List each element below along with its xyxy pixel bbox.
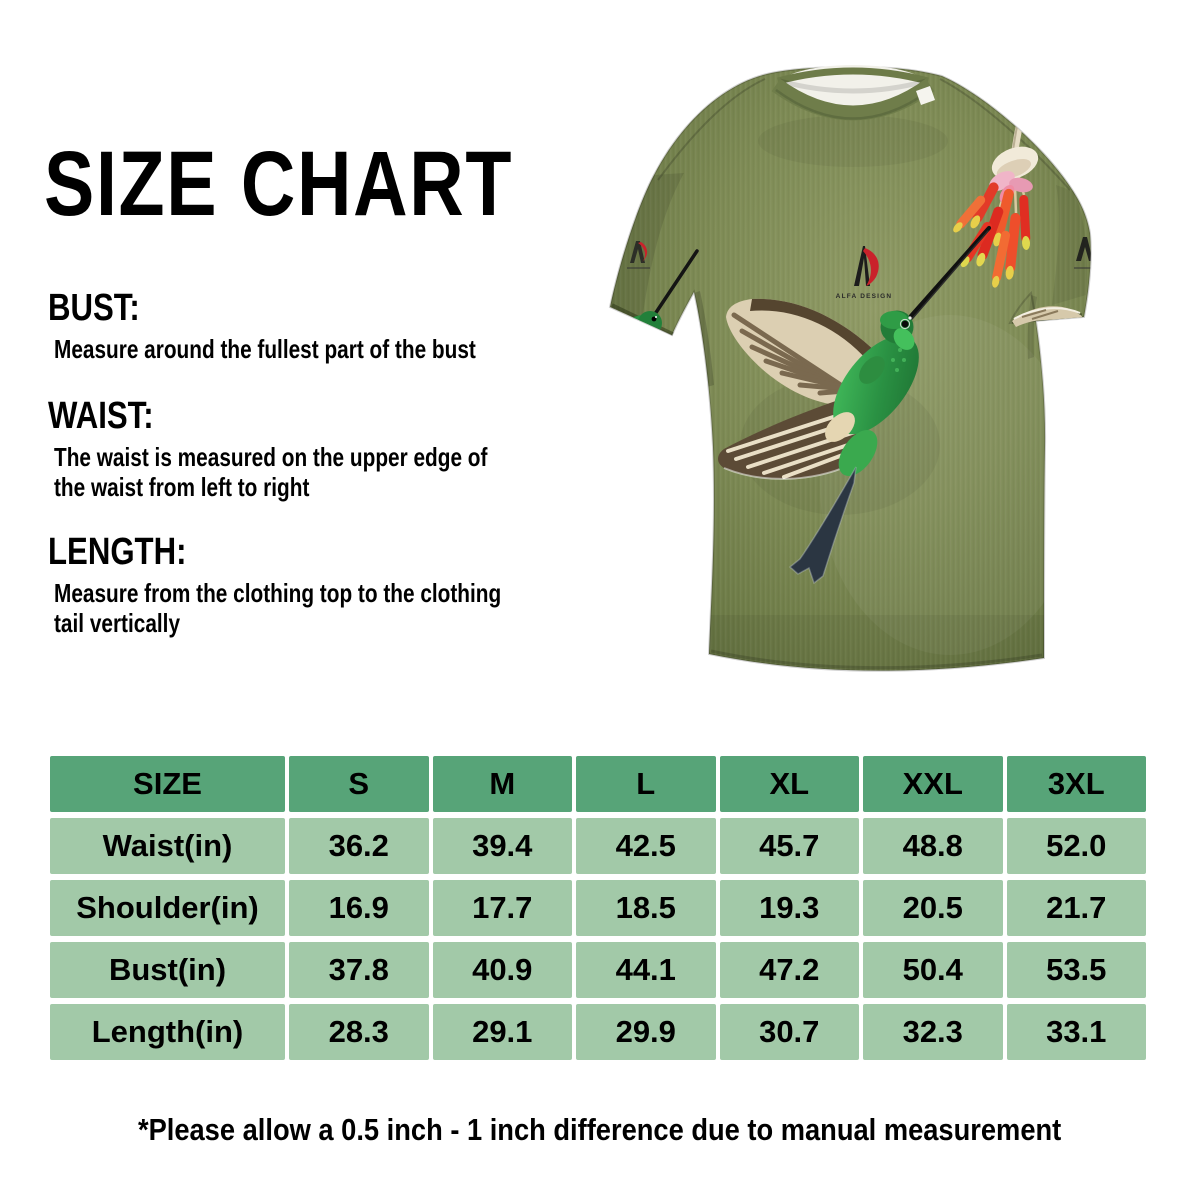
row-label: Bust(in) xyxy=(50,942,285,998)
size-value: 50.4 xyxy=(863,942,1003,998)
definition-waist: WAIST: The waist is measured on the uppe… xyxy=(48,395,668,502)
column-header-m: M xyxy=(432,756,572,812)
logo-red-swoosh xyxy=(863,248,879,286)
size-value: 37.8 xyxy=(289,942,429,998)
size-value: 19.3 xyxy=(719,880,859,936)
size-value: 29.9 xyxy=(576,1004,716,1060)
size-value: 20.5 xyxy=(863,880,1003,936)
size-value: 33.1 xyxy=(1006,1004,1146,1060)
hummingbird-eye xyxy=(901,320,909,328)
size-value: 18.5 xyxy=(576,880,716,936)
size-value: 40.9 xyxy=(432,942,572,998)
size-value: 42.5 xyxy=(576,818,716,874)
table-row-shoulder: Shoulder(in) 16.9 17.7 18.5 19.3 20.5 21… xyxy=(50,880,1146,936)
size-value: 29.1 xyxy=(432,1004,572,1060)
size-value: 45.7 xyxy=(719,818,859,874)
sleeve-bird-head xyxy=(638,311,662,335)
size-chart-table: SIZE S M L XL XXL 3XL Waist(in) 36.2 39.… xyxy=(46,750,1150,1066)
column-header-xxl: XXL xyxy=(863,756,1003,812)
flower-tubes xyxy=(953,182,1031,288)
table-header-row: SIZE S M L XL XXL 3XL xyxy=(50,756,1146,812)
size-value: 48.8 xyxy=(863,818,1003,874)
tshirt-product-image: ALFA DESIGN xyxy=(609,65,1092,672)
column-header-xl: XL xyxy=(719,756,859,812)
brand-logo-text: ALFA DESIGN xyxy=(836,293,893,300)
collar-tag xyxy=(916,86,935,105)
page-title: SIZE CHART xyxy=(44,133,514,235)
size-value: 32.3 xyxy=(863,1004,1003,1060)
hummingbird-throat xyxy=(893,328,915,350)
definition-length: LENGTH: Measure from the clothing top to… xyxy=(48,531,668,638)
table-row-waist: Waist(in) 36.2 39.4 42.5 45.7 48.8 52.0 xyxy=(50,818,1146,874)
hummingbird-rump xyxy=(838,430,878,476)
definition-term: WAIST: xyxy=(48,395,154,437)
size-value: 17.7 xyxy=(432,880,572,936)
row-label: Waist(in) xyxy=(50,818,285,874)
brand-logo: ALFA DESIGN xyxy=(836,246,893,300)
hummingbird-graphic xyxy=(718,225,992,585)
sleeve-logo-right xyxy=(1074,237,1091,269)
hummingbird-body xyxy=(833,335,919,435)
table-row-length: Length(in) 28.3 29.1 29.9 30.7 32.3 33.1 xyxy=(50,1004,1146,1060)
definition-term: LENGTH: xyxy=(48,531,187,573)
row-label: Shoulder(in) xyxy=(50,880,285,936)
column-header-s: S xyxy=(289,756,429,812)
sleeve-bird-beak xyxy=(651,249,699,319)
definition-description: Measure from the clothing top to the clo… xyxy=(54,577,502,638)
table-row-bust: Bust(in) 37.8 40.9 44.1 47.2 50.4 53.5 xyxy=(50,942,1146,998)
size-value: 36.2 xyxy=(289,818,429,874)
size-value: 30.7 xyxy=(719,1004,859,1060)
column-header-l: L xyxy=(576,756,716,812)
flower-cluster xyxy=(953,101,1039,288)
size-value: 44.1 xyxy=(576,942,716,998)
size-value: 21.7 xyxy=(1006,880,1146,936)
hummingbird-beak xyxy=(908,225,992,319)
row-label: Length(in) xyxy=(50,1004,285,1060)
size-value: 16.9 xyxy=(289,880,429,936)
definition-description: The waist is measured on the upper edge … xyxy=(54,441,488,502)
measurement-footnote: *Please allow a 0.5 inch - 1 inch differ… xyxy=(0,1112,1200,1148)
size-value: 52.0 xyxy=(1006,818,1146,874)
logo-a-mark xyxy=(854,246,870,286)
definition-term: BUST: xyxy=(48,287,140,329)
hummingbird-belly xyxy=(825,412,855,442)
size-value: 39.4 xyxy=(432,818,572,874)
hummingbird-tail xyxy=(788,466,857,585)
bottom-hem xyxy=(710,649,1043,670)
tshirt-graphic: ALFA DESIGN xyxy=(609,65,1092,672)
collar xyxy=(771,65,935,121)
column-header-3xl: 3XL xyxy=(1006,756,1146,812)
definition-bust: BUST: Measure around the fullest part of… xyxy=(48,287,668,364)
sleeve-logo-left xyxy=(627,241,650,269)
definition-description: Measure around the fullest part of the b… xyxy=(54,333,476,364)
footnote-text: *Please allow a 0.5 inch - 1 inch differ… xyxy=(138,1112,1062,1147)
right-sleeve-print xyxy=(1012,237,1091,327)
hummingbird-lower-wing xyxy=(718,391,870,480)
size-value: 28.3 xyxy=(289,1004,429,1060)
size-value: 47.2 xyxy=(719,942,859,998)
size-value: 53.5 xyxy=(1006,942,1146,998)
column-header-size: SIZE xyxy=(50,756,285,812)
